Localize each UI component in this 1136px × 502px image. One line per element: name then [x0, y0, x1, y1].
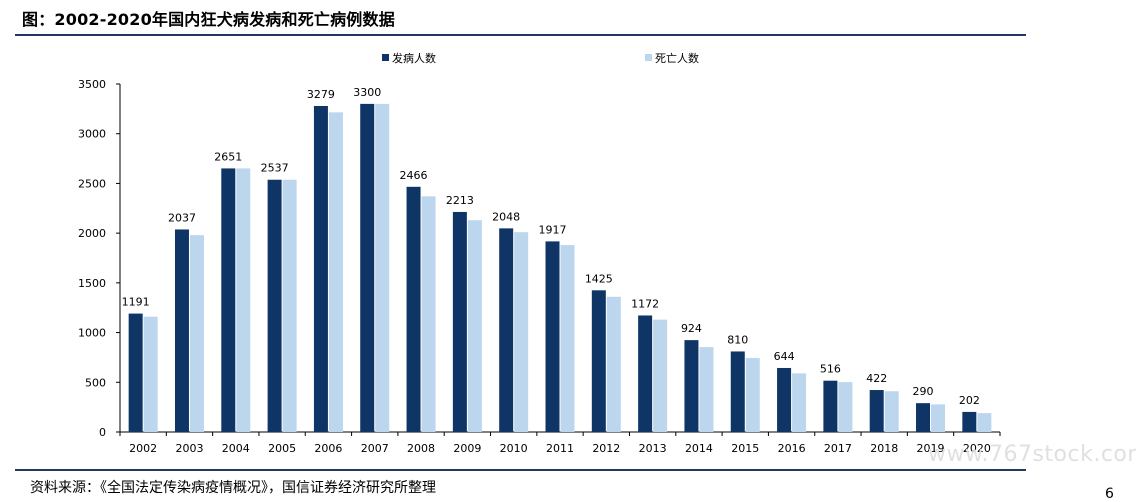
bar-deaths: [467, 220, 482, 432]
x-tick-label: 2009: [453, 442, 481, 455]
chart-axes: 0 500 1000 1500 2000 2500 3000 3500 2002 2003 2004…: [78, 78, 1001, 455]
x-tick-label: 2019: [917, 442, 945, 455]
bar-deaths: [514, 232, 529, 432]
bar-incidence: [313, 105, 328, 432]
bar-incidence: [777, 367, 792, 432]
bar-chart: 0 500 1000 1500 2000 2500 3000 3500 2002 2003 2004…: [78, 51, 1001, 455]
x-tick-label: 2008: [407, 442, 435, 455]
data-label: 1191: [122, 296, 150, 309]
bar-deaths: [606, 296, 621, 432]
data-label: 290: [913, 385, 934, 398]
page-number: 6: [1105, 486, 1114, 502]
data-label: 2213: [446, 194, 474, 207]
bar-deaths: [282, 179, 297, 432]
legend-swatch: [382, 54, 389, 61]
source-note: 资料来源：《全国法定传染病疫情概况》，国信证券经济研究所整理: [30, 480, 436, 496]
data-label: 516: [820, 363, 841, 376]
data-label: 1425: [585, 272, 613, 285]
bar-incidence: [962, 411, 977, 432]
legend-label: 死亡人数: [655, 51, 699, 65]
bar-incidence: [684, 340, 699, 432]
data-label: 3300: [353, 86, 381, 99]
y-tick-label: 2000: [78, 227, 106, 240]
data-label: 924: [681, 322, 702, 335]
data-label: 3279: [307, 88, 335, 101]
bar-incidence: [128, 313, 143, 432]
bar-deaths: [838, 382, 853, 432]
bar-incidence: [174, 229, 189, 432]
data-label: 2037: [168, 211, 196, 224]
x-tick-label: 2006: [314, 442, 342, 455]
x-tick-label: 2018: [870, 442, 898, 455]
chart-title: 图：2002-2020年国内狂犬病发病和死亡病例数据: [22, 10, 395, 29]
bar-incidence: [221, 168, 236, 432]
bar-deaths: [977, 413, 992, 432]
x-tick-label: 2010: [500, 442, 528, 455]
bar-deaths: [421, 196, 436, 432]
bar-incidence: [545, 241, 560, 432]
bar-deaths: [745, 357, 760, 432]
data-label: 810: [727, 333, 748, 346]
bar-deaths: [328, 112, 343, 432]
x-tick-label: 2002: [129, 442, 157, 455]
bar-incidence: [267, 179, 282, 432]
bar-incidence: [638, 315, 653, 432]
top-rule: [15, 34, 1026, 36]
y-tick-label: 500: [85, 376, 106, 389]
legend-label: 发病人数: [392, 51, 436, 65]
chart-bars: 1191 2037 2651 2537 3279 3300 2466 2213 2048 1917…: [122, 86, 992, 432]
bar-deaths: [653, 319, 668, 432]
x-tick-label: 2013: [639, 442, 667, 455]
watermark: www.767stock.com: [928, 442, 1136, 467]
data-label: 1917: [539, 223, 567, 236]
y-tick-label: 0: [99, 426, 106, 439]
data-label: 2048: [492, 210, 520, 223]
data-label: 2651: [214, 150, 242, 163]
bar-deaths: [699, 347, 714, 432]
bar-incidence: [823, 380, 838, 432]
bar-incidence: [452, 211, 467, 432]
data-label: 202: [959, 394, 980, 407]
x-tick-label: 2005: [268, 442, 296, 455]
legend-swatch: [645, 54, 652, 61]
x-tick-label: 2014: [685, 442, 713, 455]
bar-incidence: [591, 290, 606, 432]
y-tick-label: 1000: [78, 327, 106, 340]
bar-deaths: [931, 404, 946, 432]
bar-deaths: [560, 245, 575, 432]
x-tick-label: 2015: [731, 442, 759, 455]
y-tick-label: 1500: [78, 277, 106, 290]
bar-deaths: [792, 373, 807, 432]
bar-incidence: [499, 228, 514, 432]
x-tick-label: 2016: [778, 442, 806, 455]
bar-incidence: [730, 351, 745, 432]
bar-deaths: [189, 235, 204, 432]
bar-deaths: [236, 168, 251, 432]
chart-legend: 发病人数 死亡人数: [382, 51, 699, 65]
data-label: 2537: [261, 162, 289, 175]
bar-incidence: [869, 390, 884, 432]
bar-incidence: [406, 186, 421, 432]
data-label: 1172: [631, 297, 659, 310]
bar-deaths: [143, 316, 158, 432]
data-label: 644: [774, 350, 795, 363]
y-tick-label: 2500: [78, 177, 106, 190]
bar-deaths: [375, 103, 390, 432]
y-tick-label: 3000: [78, 128, 106, 141]
x-tick-label: 2011: [546, 442, 574, 455]
bar-incidence: [916, 403, 931, 432]
y-tick-label: 3500: [78, 78, 106, 91]
data-label: 2466: [400, 169, 428, 182]
bar-deaths: [884, 391, 899, 432]
bar-incidence: [360, 103, 375, 432]
x-tick-label: 2017: [824, 442, 852, 455]
x-tick-label: 2003: [175, 442, 203, 455]
x-tick-label: 2012: [592, 442, 620, 455]
bottom-rule: [15, 469, 1026, 471]
x-tick-label: 2007: [361, 442, 389, 455]
x-tick-label: 2004: [222, 442, 250, 455]
data-label: 422: [866, 372, 887, 385]
x-tick-label: 2020: [963, 442, 991, 455]
